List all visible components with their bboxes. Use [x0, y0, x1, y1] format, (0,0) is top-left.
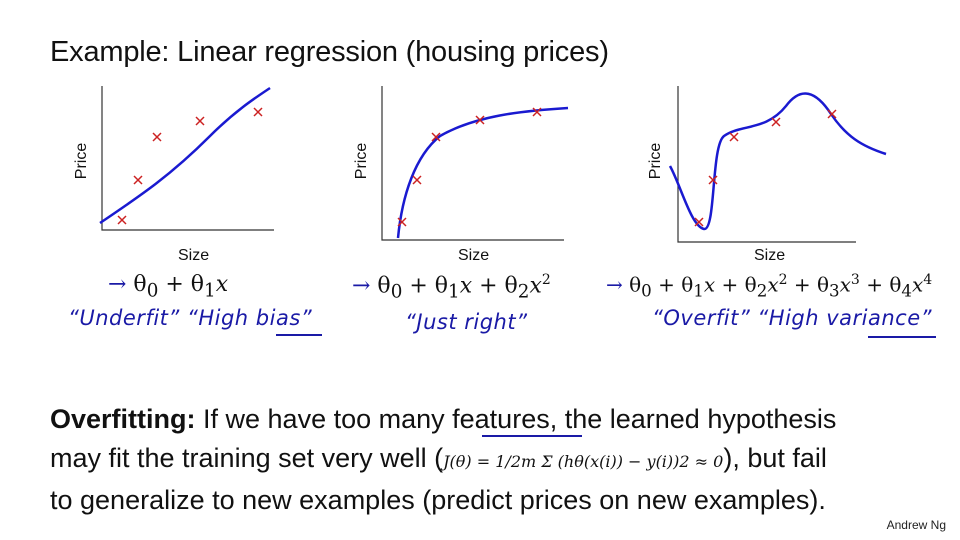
arrow-icon: →	[108, 272, 127, 297]
data-points	[397, 107, 542, 227]
fit-curve	[99, 86, 271, 225]
note-underfit: “Underfit” “High bias”	[68, 306, 313, 330]
axes	[677, 86, 856, 243]
plot-overfit-svg	[668, 86, 887, 243]
line3: to generalize to new examples (predict p…	[50, 485, 826, 515]
note-underline	[868, 336, 936, 338]
data-point	[431, 132, 441, 142]
data-point	[729, 132, 739, 142]
xlabel: Size	[754, 247, 786, 264]
data-point	[195, 116, 205, 126]
footer-author: Andrew Ng	[886, 518, 946, 532]
term: Overfitting:	[50, 404, 196, 434]
data-point	[532, 107, 542, 117]
fit-curve	[396, 106, 569, 239]
note-overfit: “Overfit” “High variance”	[652, 306, 933, 330]
data-point	[475, 115, 485, 125]
data-point	[412, 175, 422, 185]
data-point	[117, 215, 127, 225]
fit-curve	[668, 92, 887, 231]
features-underline	[482, 435, 582, 437]
axes	[101, 86, 274, 231]
plot-overfit	[668, 86, 891, 244]
xlabel: Size	[178, 247, 210, 264]
data-point	[253, 107, 263, 117]
axes	[381, 86, 564, 241]
data-point	[397, 217, 407, 227]
plot-just-right-svg	[381, 86, 569, 241]
data-point	[771, 117, 781, 127]
note-underline	[276, 334, 322, 336]
line2-end: ), but fail	[723, 443, 827, 473]
data-point	[708, 175, 718, 185]
arrow-icon: →	[352, 273, 371, 299]
data-point	[694, 217, 704, 227]
ylabel: Price	[647, 142, 665, 180]
plot-underfit	[99, 86, 275, 232]
arrow-icon: →	[606, 272, 623, 297]
ylabel: Price	[73, 142, 91, 180]
ylabel: Price	[353, 142, 371, 180]
data-point	[133, 175, 143, 185]
overfitting-definition: Overfitting: If we have too many feature…	[50, 400, 930, 520]
line1: If we have too many features, the learne…	[203, 404, 837, 434]
data-points	[694, 109, 837, 227]
formula-underfit: → θ0 + θ1x	[108, 272, 229, 302]
xlabel: Size	[458, 247, 490, 264]
plot-underfit-svg	[99, 86, 274, 231]
formula-just-right: → θ0 + θ1x + θ2x2	[352, 272, 551, 303]
note-just-right: “Just right”	[405, 310, 528, 334]
line2-start: may fit the training set very well (	[50, 443, 444, 473]
slide-title: Example: Linear regression (housing pric…	[50, 36, 609, 68]
data-points	[117, 107, 263, 225]
data-point	[152, 132, 162, 142]
data-point	[827, 109, 837, 119]
cost-equation: J(θ) = 1/2m Σ (hθ(x(i)) − y(i))2 ≈ 0	[443, 452, 724, 471]
plot-just-right	[380, 86, 570, 242]
formula-overfit: → θ0 + θ1x + θ2x2 + θ3x3 + θ4x4	[606, 272, 933, 301]
